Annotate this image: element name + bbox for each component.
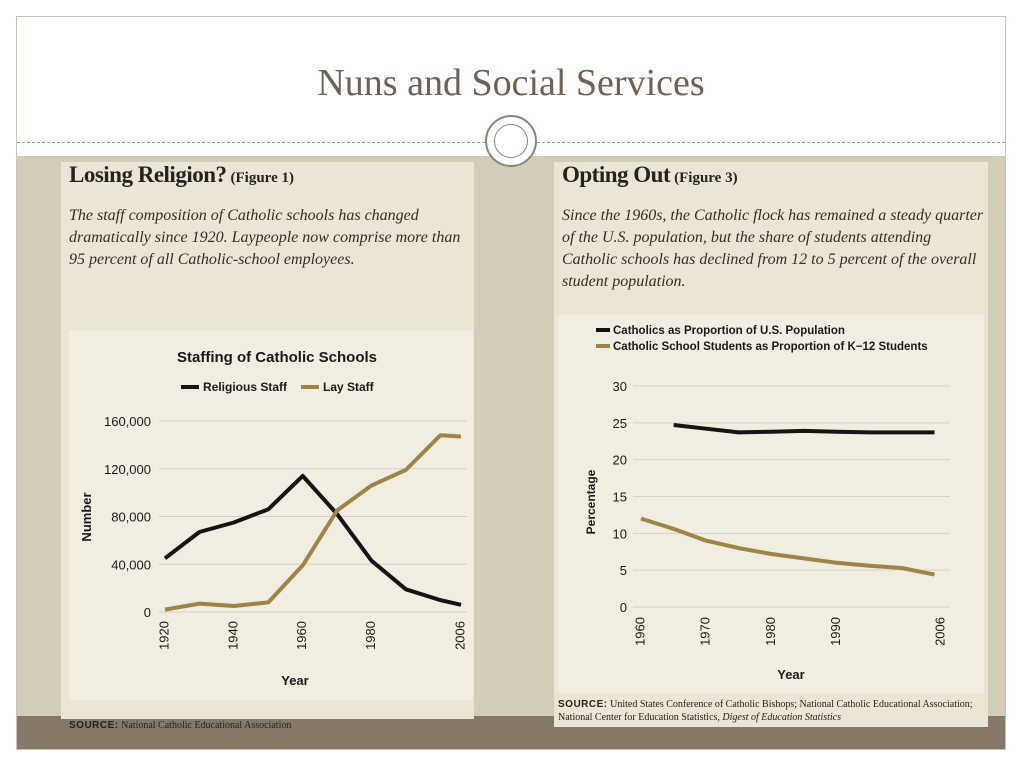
slide-title: Nuns and Social Services bbox=[317, 62, 705, 104]
slide: Nuns and Social Services Losing Religion… bbox=[16, 16, 1006, 750]
figure-1-panel: Losing Religion? (Figure 1) The staff co… bbox=[61, 162, 474, 731]
chart-3-x-ticks: 1960 1970 1980 1990 2006 bbox=[632, 617, 947, 646]
figure-1-title: Losing Religion? bbox=[69, 162, 227, 187]
legend-label-lay-staff: Lay Staff bbox=[323, 380, 375, 394]
legend-label-catholics: Catholics as Proportion of U.S. Populati… bbox=[613, 325, 845, 337]
y-tick-label: 10 bbox=[613, 526, 627, 541]
legend-label-religious-staff: Religious Staff bbox=[203, 380, 288, 394]
series-line-1 bbox=[640, 516, 935, 577]
x-tick-label: 1990 bbox=[828, 617, 843, 646]
chart-1-x-ticks: 1920 1940 1960 1980 2006 bbox=[156, 621, 467, 650]
x-tick-label: 2006 bbox=[932, 617, 947, 646]
figure-3-panel: Opting Out (Figure 3) Since the 1960s, t… bbox=[554, 162, 988, 727]
figure-1-ref: (Figure 1) bbox=[230, 170, 294, 186]
chart-3-y-ticks: 0 5 10 15 20 25 30 bbox=[613, 379, 627, 615]
y-tick-label: 80,000 bbox=[111, 510, 151, 525]
chart-1-y-axis-label: Number bbox=[79, 492, 94, 541]
chart-1-legend: Religious Staff Lay Staff bbox=[181, 380, 375, 394]
y-tick-label: 30 bbox=[613, 379, 627, 394]
figure-3-source-text: United States Conference of Catholic Bis… bbox=[558, 699, 973, 723]
chart-1-y-ticks: 0 40,000 80,000 120,000 160,000 bbox=[104, 414, 151, 620]
y-tick-label: 20 bbox=[613, 453, 627, 468]
chart-1-series bbox=[163, 433, 462, 612]
chart-1-title: Staffing of Catholic Schools bbox=[177, 349, 377, 366]
x-tick-label: 1960 bbox=[632, 617, 647, 646]
chart-3-x-axis-label: Year bbox=[777, 667, 804, 682]
y-tick-label: 15 bbox=[613, 490, 627, 505]
x-tick-label: 1980 bbox=[763, 617, 778, 646]
opting-out-chart: Catholics as Proportion of U.S. Populati… bbox=[584, 325, 950, 682]
x-tick-label: 1960 bbox=[294, 621, 309, 650]
figure-1-description: The staff composition of Catholic school… bbox=[69, 207, 461, 268]
figure-3-description: Since the 1960s, the Catholic flock has … bbox=[562, 207, 984, 290]
y-tick-label: 120,000 bbox=[104, 462, 151, 477]
x-tick-label: 1970 bbox=[698, 617, 713, 646]
chart-1-gridlines bbox=[159, 420, 467, 613]
series-line-0 bbox=[163, 473, 462, 607]
series-line-1 bbox=[164, 433, 462, 612]
y-tick-label: 5 bbox=[620, 563, 627, 578]
chart-3-y-axis-label: Percentage bbox=[584, 469, 598, 534]
figure-1-source-label: SOURCE: bbox=[69, 720, 119, 731]
figure-3-source-italic: Digest of Education Statistics bbox=[722, 712, 842, 723]
x-tick-label: 1940 bbox=[225, 621, 240, 650]
y-tick-label: 0 bbox=[144, 605, 151, 620]
y-tick-label: 160,000 bbox=[104, 414, 151, 429]
y-tick-label: 25 bbox=[613, 416, 627, 431]
figure-1-chart-area: Staffing of Catholic Schools Religious S… bbox=[69, 330, 473, 700]
chart-1-x-axis-label: Year bbox=[281, 673, 308, 688]
chart-3-series bbox=[640, 423, 935, 577]
figure-3-source-label: SOURCE: bbox=[558, 699, 608, 710]
x-tick-label: 2006 bbox=[452, 621, 467, 650]
figure-1-source: SOURCE: National Catholic Educational As… bbox=[69, 719, 469, 732]
figure-1-source-text: National Catholic Educational Associatio… bbox=[121, 720, 292, 731]
y-tick-label: 0 bbox=[620, 600, 627, 615]
x-tick-label: 1980 bbox=[363, 621, 378, 650]
series-line-0 bbox=[673, 423, 935, 435]
figure-3-source: SOURCE: United States Conference of Cath… bbox=[558, 698, 984, 724]
x-tick-label: 1920 bbox=[156, 621, 171, 650]
figure-3-title: Opting Out bbox=[562, 162, 671, 187]
figure-3-ref: (Figure 3) bbox=[674, 170, 738, 186]
chart-3-gridlines bbox=[633, 385, 950, 608]
y-tick-label: 40,000 bbox=[111, 557, 151, 572]
staffing-chart: Staffing of Catholic Schools Religious S… bbox=[79, 349, 467, 688]
legend-label-school-students: Catholic School Students as Proportion o… bbox=[613, 341, 928, 353]
figure-1-heading: Losing Religion? (Figure 1) bbox=[69, 162, 294, 188]
figure-3-heading: Opting Out (Figure 3) bbox=[562, 162, 738, 188]
chart-3-legend: Catholics as Proportion of U.S. Populati… bbox=[596, 325, 928, 353]
figure-3-chart-area: Catholics as Proportion of U.S. Populati… bbox=[558, 315, 984, 693]
circle-ornament-icon bbox=[485, 115, 537, 167]
